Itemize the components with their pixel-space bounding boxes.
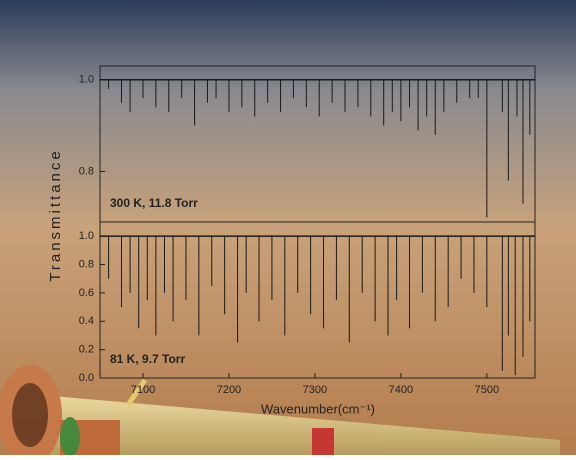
x-axis-label: Wavenumber(cm⁻¹) [261, 401, 375, 416]
y-tick-label: 0.0 [79, 372, 94, 384]
y-tick-label: 1.0 [79, 74, 94, 86]
x-tick-label: 7400 [389, 384, 413, 396]
slide: Transmittance Wavenumber(cm⁻¹) 1.0 0.8 300… [0, 0, 576, 455]
x-tick-label: 7500 [475, 384, 499, 396]
y-tick-label: 0.2 [79, 344, 94, 356]
x-tick-label: 7300 [303, 384, 327, 396]
y-tick-label: 1.0 [79, 230, 94, 242]
y-tick-label: 0.6 [79, 287, 94, 299]
y-tick-label: 0.8 [79, 165, 94, 177]
y-tick-label: 0.4 [79, 315, 94, 327]
panel-annotation: 300 K, 11.8 Torr [110, 196, 198, 210]
y-tick-label: 0.8 [79, 258, 94, 270]
x-tick-label: 7100 [131, 384, 155, 396]
panel-annotation: 81 K, 9.7 Torr [110, 352, 185, 366]
x-tick-label: 7200 [217, 384, 241, 396]
y-axis-label: Transmittance [47, 148, 64, 281]
